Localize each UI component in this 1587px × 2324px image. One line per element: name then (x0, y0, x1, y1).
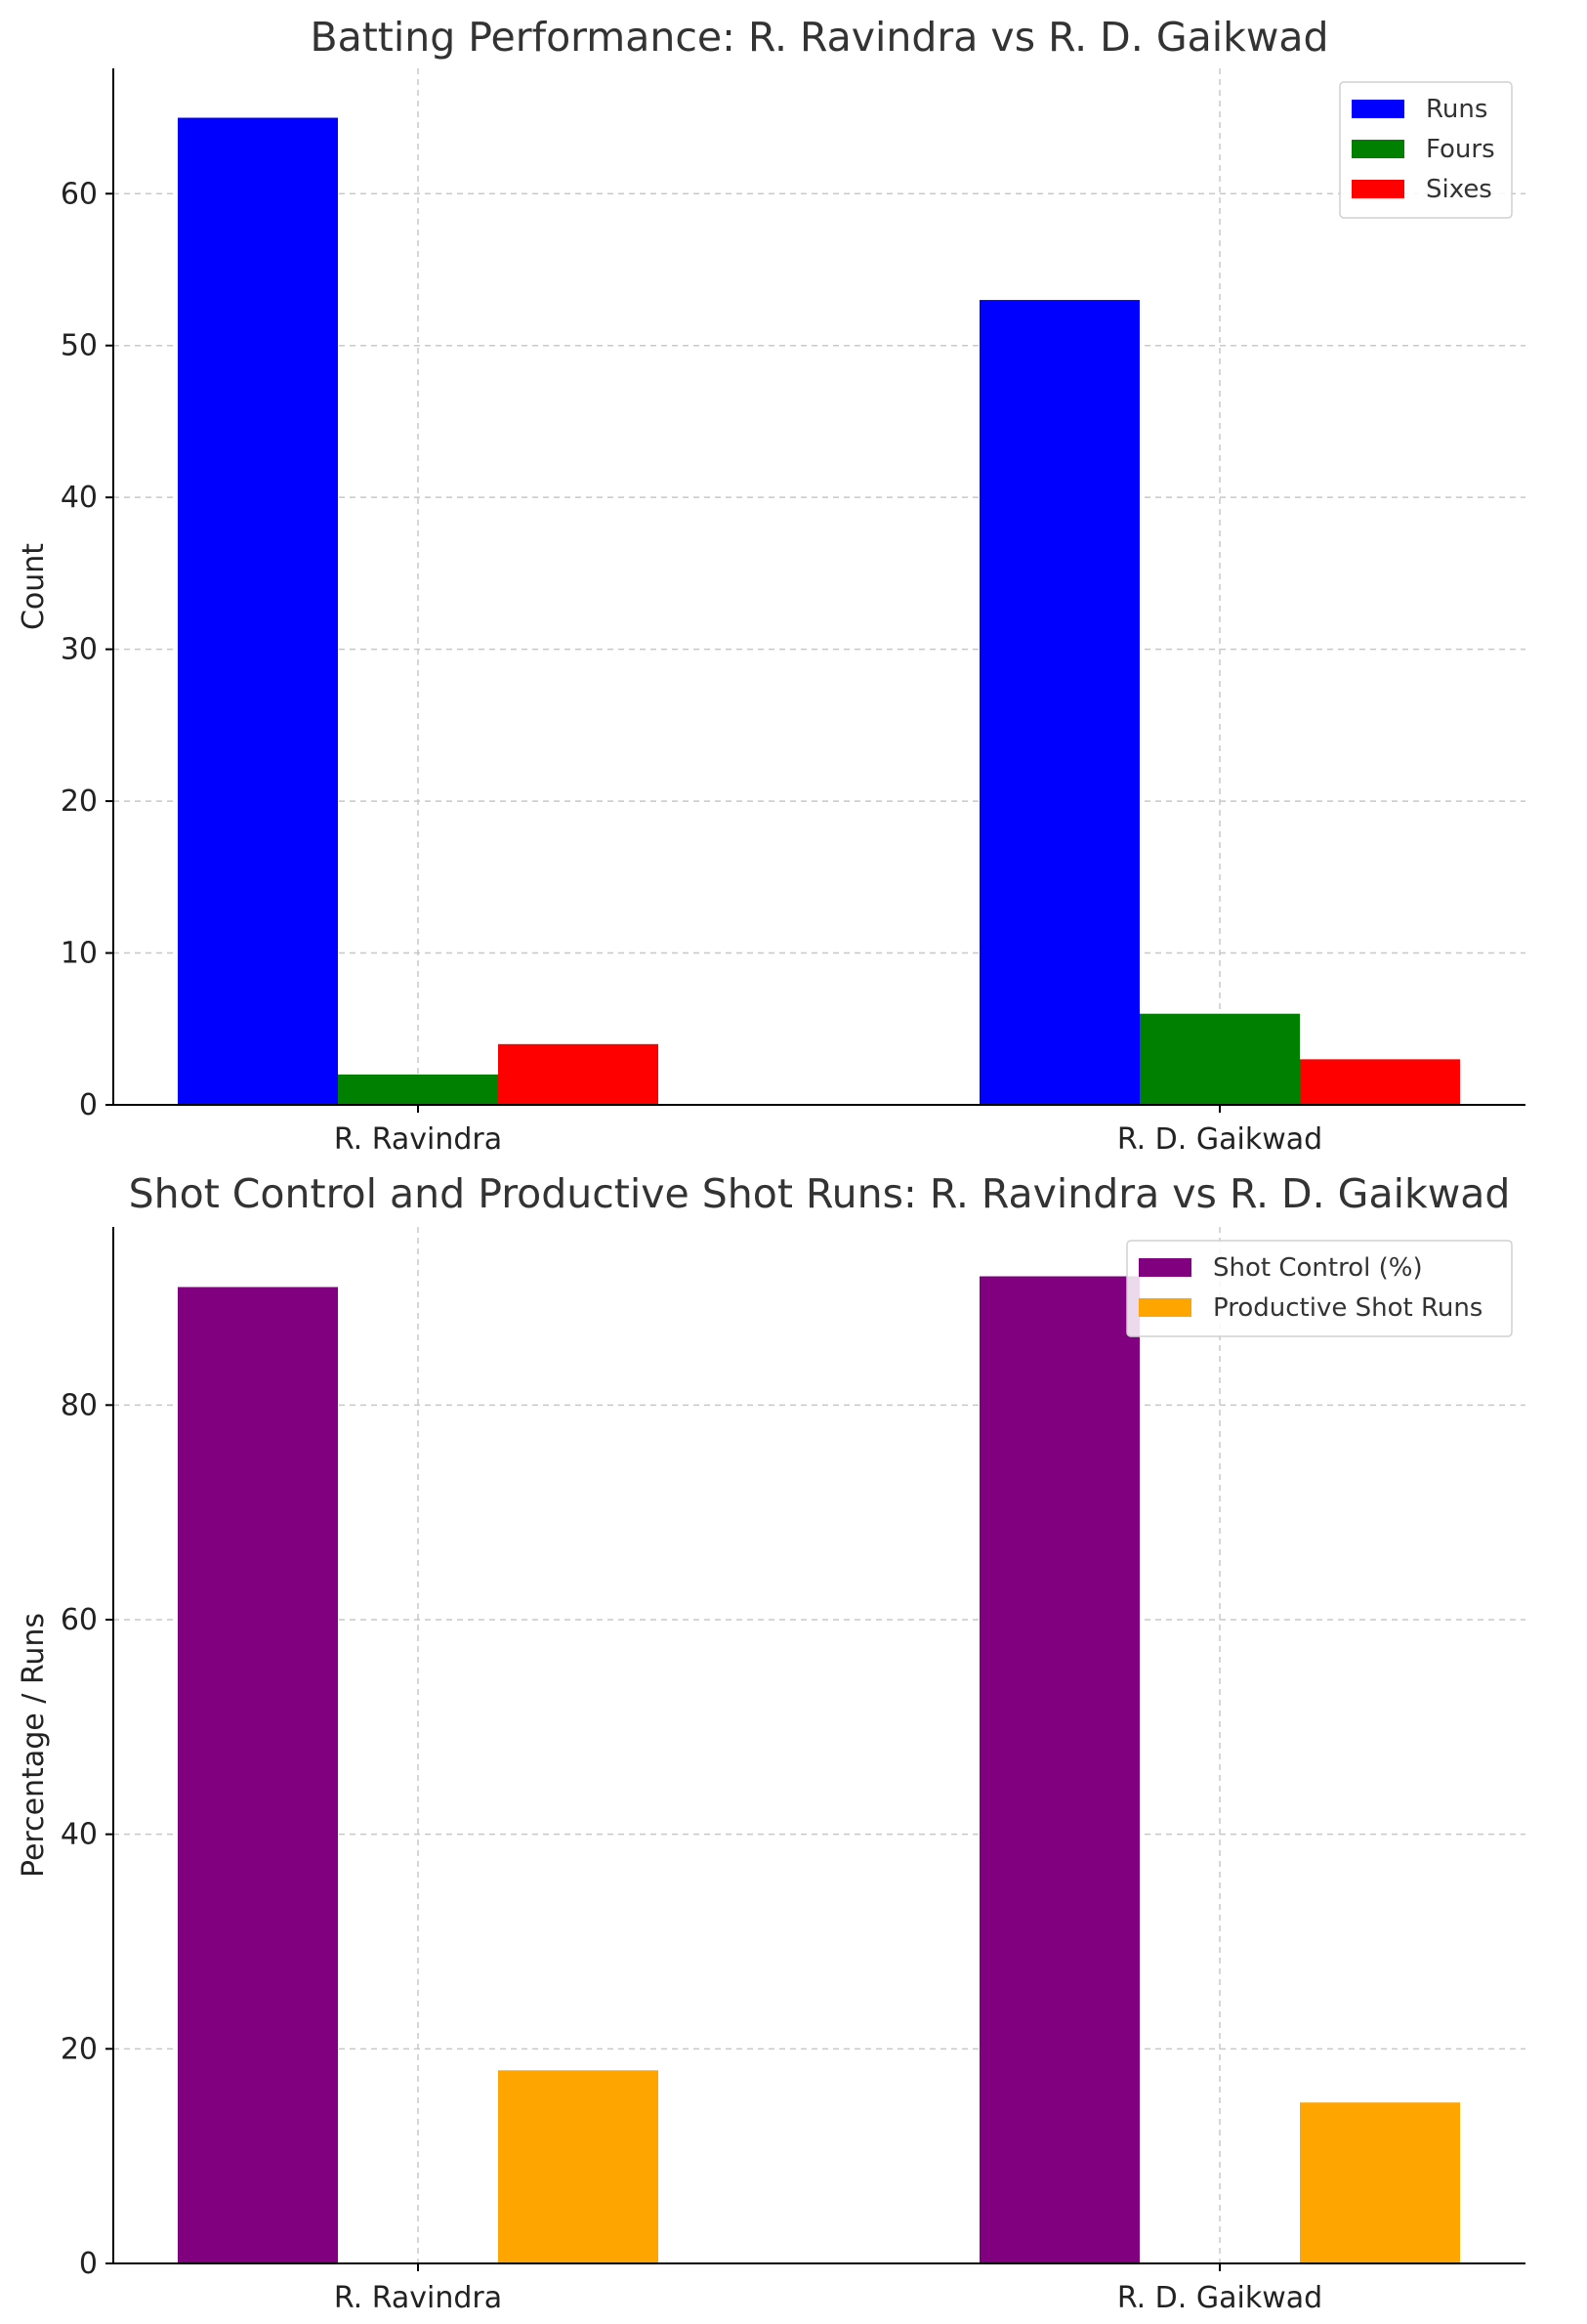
y-tick-label: 10 (61, 937, 98, 971)
y-tick-label: 20 (61, 2032, 98, 2066)
y-tick-label: 60 (61, 177, 98, 211)
legend-label: Fours (1426, 135, 1495, 164)
y-tick-label: 50 (61, 329, 98, 363)
bar-shot-control--1 (178, 1287, 338, 2263)
x-tick-label: R. Ravindra (334, 2281, 502, 2315)
bar-productive-shot-runs-1 (498, 2070, 658, 2263)
x-tick-label: R. Ravindra (334, 1122, 502, 1157)
y-tick-label: 30 (61, 633, 98, 667)
bar-fours-2 (1140, 1013, 1300, 1105)
y-tick-label: 20 (61, 784, 98, 819)
y-axis-label: Count (17, 543, 51, 630)
legend-swatch (1139, 1258, 1191, 1277)
bar-fours-1 (338, 1074, 498, 1105)
y-tick-label: 0 (79, 1088, 98, 1122)
bar-productive-shot-runs-2 (1300, 2102, 1460, 2263)
chart-title: Shot Control and Productive Shot Runs: R… (129, 1170, 1511, 1217)
bar-runs-2 (980, 300, 1140, 1106)
shot-control-chart: 0 20 40 60 80 R. Ravindra R. D. Gaikwad Percent… (17, 1170, 1525, 2315)
bar-sixes-1 (498, 1043, 658, 1105)
legend-swatch (1352, 100, 1404, 118)
legend-label: Runs (1426, 95, 1487, 124)
legend: Shot Control (%) Productive Shot Runs (1126, 1240, 1513, 1337)
x-tick-label: R. D. Gaikwad (1117, 2281, 1322, 2315)
legend-swatch (1352, 140, 1404, 158)
y-axis-label: Percentage / Runs (17, 1613, 51, 1878)
bar-sixes-2 (1300, 1059, 1460, 1105)
y-tick-label: 60 (61, 1603, 98, 1637)
bar-runs-1 (178, 117, 338, 1106)
batting-performance-chart: 0 10 20 30 40 50 60 R. Ravindra R. D. Gaikwad Cou… (17, 14, 1525, 1157)
legend-label: Shot Control (%) (1213, 1253, 1423, 1283)
legend: Runs Fours Sixes (1339, 81, 1513, 219)
legend-frame (1126, 1240, 1513, 1337)
y-tick-label: 0 (79, 2247, 98, 2281)
y-tick-label: 40 (61, 1818, 98, 1852)
legend-swatch (1352, 180, 1404, 198)
chart-title: Batting Performance: R. Ravindra vs R. D… (310, 14, 1328, 61)
x-tick-label: R. D. Gaikwad (1117, 1122, 1322, 1157)
y-tick-label: 80 (61, 1388, 98, 1422)
legend-label: Productive Shot Runs (1213, 1293, 1483, 1323)
y-tick-label: 40 (61, 481, 98, 515)
bar-shot-control--2 (980, 1276, 1140, 2263)
legend-swatch (1139, 1298, 1191, 1317)
legend-label: Sixes (1426, 175, 1492, 204)
